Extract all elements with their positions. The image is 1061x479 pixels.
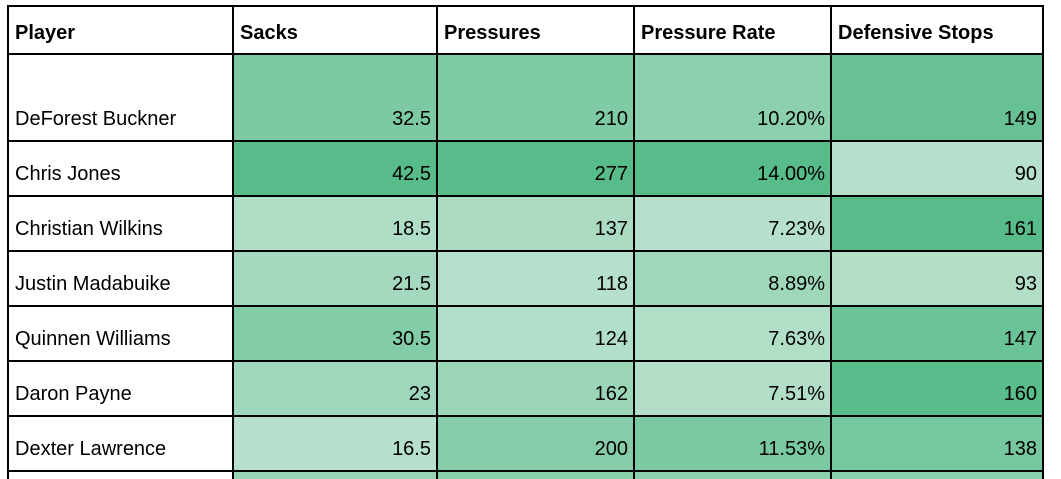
- spreadsheet-canvas: Player Sacks Pressures Pressure Rate Def…: [0, 5, 1061, 479]
- header-sacks[interactable]: Sacks: [232, 5, 438, 55]
- player-name-cell[interactable]: Quinnen Williams: [7, 305, 234, 362]
- header-pressures[interactable]: Pressures: [436, 5, 635, 55]
- pressures-cell[interactable]: 196: [436, 470, 635, 479]
- defensive-stops-cell[interactable]: 93: [830, 250, 1044, 307]
- header-player[interactable]: Player: [7, 5, 234, 55]
- sacks-cell[interactable]: 30.5: [232, 305, 438, 362]
- player-name-cell[interactable]: Dexter Lawrence: [7, 415, 234, 472]
- defensive-stops-cell[interactable]: 123: [830, 470, 1044, 479]
- pressures-cell[interactable]: 277: [436, 140, 635, 197]
- player-name-cell[interactable]: Christian Wilkins: [7, 195, 234, 252]
- defensive-stops-cell[interactable]: 147: [830, 305, 1044, 362]
- pressures-cell[interactable]: 200: [436, 415, 635, 472]
- table-row: Leonard Williams 25 196 10.21% 123: [7, 470, 1044, 479]
- table-body: DeForest Buckner 32.5 210 10.20% 149 Chr…: [7, 53, 1044, 479]
- pressure-rate-cell[interactable]: 14.00%: [633, 140, 832, 197]
- pressures-cell[interactable]: 210: [436, 53, 635, 142]
- player-name-cell[interactable]: Justin Madabuike: [7, 250, 234, 307]
- player-name-cell[interactable]: Chris Jones: [7, 140, 234, 197]
- table-row: Chris Jones 42.5 277 14.00% 90: [7, 140, 1044, 197]
- pressure-rate-cell[interactable]: 7.51%: [633, 360, 832, 417]
- header-defensive-stops[interactable]: Defensive Stops: [830, 5, 1044, 55]
- table-row: Justin Madabuike 21.5 118 8.89% 93: [7, 250, 1044, 307]
- pressure-rate-cell[interactable]: 8.89%: [633, 250, 832, 307]
- table-row: DeForest Buckner 32.5 210 10.20% 149: [7, 53, 1044, 142]
- table-row: Quinnen Williams 30.5 124 7.63% 147: [7, 305, 1044, 362]
- sacks-cell[interactable]: 42.5: [232, 140, 438, 197]
- pressures-cell[interactable]: 162: [436, 360, 635, 417]
- pressures-cell[interactable]: 118: [436, 250, 635, 307]
- header-pressure-rate[interactable]: Pressure Rate: [633, 5, 832, 55]
- table-row: Daron Payne 23 162 7.51% 160: [7, 360, 1044, 417]
- sacks-cell[interactable]: 32.5: [232, 53, 438, 142]
- defensive-stats-table: Player Sacks Pressures Pressure Rate Def…: [7, 5, 1044, 479]
- defensive-stops-cell[interactable]: 161: [830, 195, 1044, 252]
- defensive-stops-cell[interactable]: 138: [830, 415, 1044, 472]
- player-name-cell[interactable]: Daron Payne: [7, 360, 234, 417]
- table-header-row: Player Sacks Pressures Pressure Rate Def…: [7, 5, 1044, 55]
- pressure-rate-cell[interactable]: 10.20%: [633, 53, 832, 142]
- pressures-cell[interactable]: 124: [436, 305, 635, 362]
- pressure-rate-cell[interactable]: 7.23%: [633, 195, 832, 252]
- pressure-rate-cell[interactable]: 10.21%: [633, 470, 832, 479]
- defensive-stops-cell[interactable]: 160: [830, 360, 1044, 417]
- sacks-cell[interactable]: 23: [232, 360, 438, 417]
- sacks-cell[interactable]: 18.5: [232, 195, 438, 252]
- pressure-rate-cell[interactable]: 7.63%: [633, 305, 832, 362]
- sacks-cell[interactable]: 25: [232, 470, 438, 479]
- sacks-cell[interactable]: 16.5: [232, 415, 438, 472]
- table-row: Dexter Lawrence 16.5 200 11.53% 138: [7, 415, 1044, 472]
- sacks-cell[interactable]: 21.5: [232, 250, 438, 307]
- pressures-cell[interactable]: 137: [436, 195, 635, 252]
- player-name-cell[interactable]: DeForest Buckner: [7, 53, 234, 142]
- player-name-cell[interactable]: Leonard Williams: [7, 470, 234, 479]
- defensive-stops-cell[interactable]: 90: [830, 140, 1044, 197]
- pressure-rate-cell[interactable]: 11.53%: [633, 415, 832, 472]
- defensive-stops-cell[interactable]: 149: [830, 53, 1044, 142]
- table-row: Christian Wilkins 18.5 137 7.23% 161: [7, 195, 1044, 252]
